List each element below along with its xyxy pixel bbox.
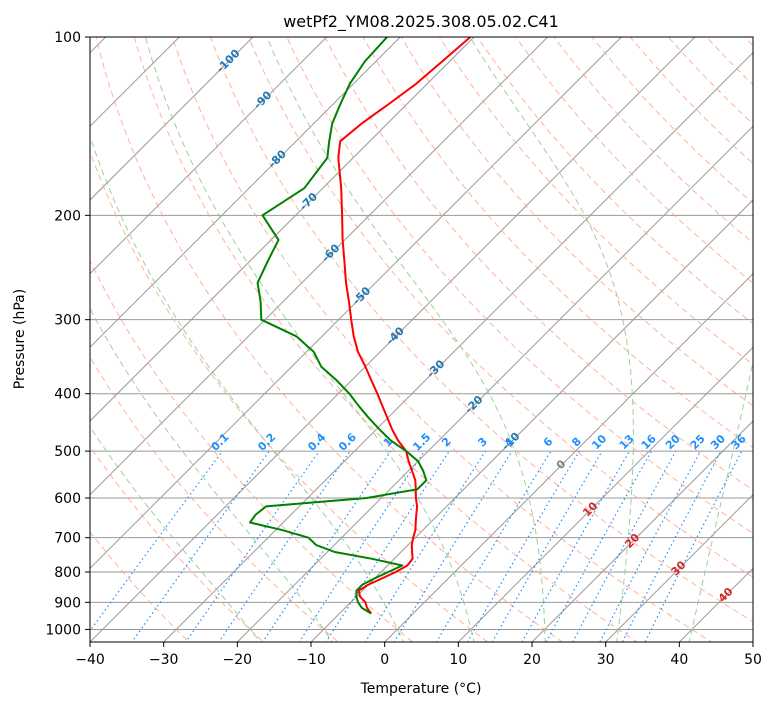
moist-adiabat	[90, 134, 404, 642]
dry-adiabat	[90, 150, 489, 642]
x-tick-label: 40	[670, 652, 688, 668]
dry-adiabat	[248, 37, 753, 578]
mixing-ratio-line	[218, 450, 351, 642]
isotherm-line	[90, 37, 696, 642]
y-tick-label: 400	[54, 387, 81, 403]
mixing-ratio-line	[90, 450, 223, 632]
y-tick-label: 200	[54, 208, 81, 224]
dry-adiabat	[476, 37, 753, 325]
isotherm-line	[236, 125, 753, 642]
x-tick-label: 30	[597, 652, 615, 668]
x-axis-title: Temperature (°C)	[360, 681, 482, 697]
isotherm-line	[310, 199, 753, 642]
isotherm-line	[457, 346, 753, 642]
y-tick-label: 800	[54, 565, 81, 581]
x-tick-label: 0	[380, 652, 389, 668]
mixing-ratio-line	[364, 450, 486, 642]
dry-adiabat	[95, 37, 564, 642]
dewpoint-profile-line	[249, 37, 428, 615]
isotherm-line	[90, 37, 328, 275]
x-tick-label: −30	[149, 652, 179, 668]
y-tick-label: 600	[54, 491, 81, 507]
mixing-ratio-line	[521, 450, 631, 642]
dry-adiabat	[362, 37, 753, 449]
axes: −40 −30 −20 −10 0 10 20 30 40 50 1000 900 800 700 600 5…	[45, 30, 762, 668]
moist-adiabat	[144, 37, 475, 642]
dry-adiabat	[171, 37, 713, 642]
y-axis-title: Pressure (hPa)	[12, 289, 28, 389]
isotherm-line	[90, 37, 623, 570]
x-tick-label: −10	[296, 652, 326, 668]
y-tick-label: 1000	[45, 622, 81, 638]
mixing-ratio-line	[491, 450, 603, 642]
dry-adiabat	[286, 37, 753, 534]
x-tick-label: −40	[75, 652, 105, 668]
isotherm-line	[162, 51, 753, 642]
dry-adiabat	[756, 10, 775, 654]
dry-adiabat	[90, 445, 265, 642]
moist-adiabat	[469, 37, 634, 642]
mixing-ratio-line	[262, 450, 392, 642]
isotherm-line	[90, 37, 475, 422]
y-tick-label: 500	[54, 444, 81, 460]
mixing-ratio-line	[185, 450, 320, 642]
y-tick-label: 100	[54, 30, 81, 46]
mixing-ratio-line	[131, 450, 270, 642]
mixing-ratio-line	[393, 450, 513, 642]
isotherm-line	[90, 37, 402, 349]
isotherm-line	[90, 37, 549, 496]
chart-title: wetPf2_YM08.2025.308.05.02.C41	[283, 12, 559, 32]
isotherm-line	[90, 37, 181, 128]
dry-adiabat	[629, 37, 753, 165]
plot-background	[90, 37, 753, 642]
y-tick-label: 300	[54, 313, 81, 329]
isotherm-line	[531, 420, 753, 642]
moist-adiabat	[90, 425, 261, 642]
isotherm-line	[383, 272, 753, 642]
plot-frame	[89, 36, 754, 643]
moist-adiabat	[688, 359, 753, 642]
dry-adiabat	[667, 37, 753, 125]
isotherm-line	[0, 10, 59, 654]
mixing-ratio-line	[621, 450, 722, 642]
dry-adiabat	[438, 37, 753, 366]
x-tick-label: −20	[223, 652, 253, 668]
y-tick-label: 700	[54, 531, 81, 547]
moist-adiabat	[90, 307, 333, 642]
mixing-ratio-line	[644, 450, 743, 642]
dry-adiabat	[90, 259, 414, 642]
plot-area: -100-90-80-70-60-50-40-30-20-10010203040…	[0, 10, 775, 654]
temperature-profile-line	[337, 37, 471, 615]
x-tick-label: 20	[523, 652, 541, 668]
mixing-ratio-line	[435, 450, 552, 642]
moist-adiabat	[759, 24, 775, 654]
isotherm-line	[604, 493, 753, 642]
x-tick-label: 10	[449, 652, 467, 668]
moist-adiabat	[266, 37, 546, 642]
x-tick-label: 50	[744, 652, 762, 668]
y-tick-label: 900	[54, 595, 81, 611]
mixing-ratio-line	[466, 450, 580, 642]
